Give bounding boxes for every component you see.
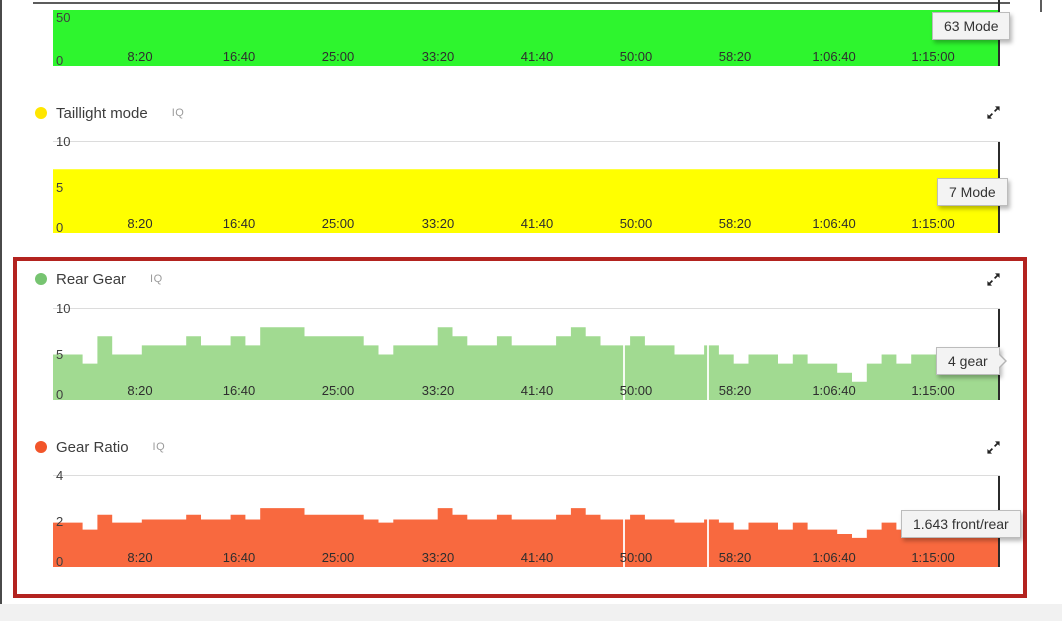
y-axis-tick-label: 0 [56, 554, 64, 569]
y-axis-tick-label: 50 [56, 10, 71, 25]
x-axis-tick-label: 41:40 [520, 216, 554, 231]
x-axis-tick-label: 1:15:00 [911, 383, 955, 398]
plot-area[interactable]: 4 2 0 8:20 16:40 25:00 33:20 41:40 50:00 58:20 1:0… [53, 469, 1000, 569]
chart-title: Rear Gear [56, 270, 127, 288]
x-axis-tick-label: 41:40 [520, 383, 554, 398]
value-tooltip: 7 Mode [937, 178, 1008, 206]
chart-legend: Taillight mode IQ [35, 104, 184, 122]
x-axis-tick-label: 25:00 [321, 383, 355, 398]
tooltip-text: 1.643 front/rear [913, 516, 1009, 532]
x-axis-tick-label: 58:20 [718, 550, 752, 565]
x-axis-tick-label: 8:20 [127, 49, 153, 64]
series-color-dot [35, 273, 47, 285]
value-tooltip: 4 gear [936, 347, 1007, 375]
recording-gap-line [707, 476, 709, 567]
chart-title: Gear Ratio [56, 438, 129, 456]
value-tooltip: 63 Mode [932, 12, 1011, 40]
area-series [53, 508, 1000, 567]
x-axis-tick-label: 1:15:00 [911, 550, 955, 565]
tooltip-text: 63 Mode [944, 18, 999, 34]
x-axis-tick-label: 8:20 [127, 550, 153, 565]
x-axis-tick-label: 25:00 [321, 550, 355, 565]
x-axis-tick-label: 1:06:40 [812, 550, 856, 565]
y-axis-tick-label: 0 [56, 53, 64, 68]
value-tooltip: 1.643 front/rear [901, 510, 1021, 538]
chart-title: Taillight mode [56, 104, 148, 122]
x-axis-tick-label: 8:20 [127, 383, 153, 398]
y-axis-tick-label: 5 [56, 180, 64, 195]
x-axis-tick-label: 1:06:40 [812, 49, 856, 64]
plot-area[interactable]: 50 0 8:20 16:40 25:00 33:20 41:40 50:00 58:20 1:0… [53, 0, 1000, 68]
x-axis-tick-label: 33:20 [421, 49, 455, 64]
x-axis-tick-label: 16:40 [222, 383, 256, 398]
x-axis-tick-label: 16:40 [222, 49, 256, 64]
chart-legend: Rear Gear IQ [35, 270, 163, 288]
x-axis-tick-label: 58:20 [718, 49, 752, 64]
connect-iq-badge: IQ [171, 107, 185, 119]
x-axis-tick-label: 41:40 [520, 49, 554, 64]
tooltip-text: 4 gear [948, 353, 988, 369]
y-axis-tick-label: 10 [56, 134, 71, 149]
x-axis-tick-label: 50:00 [619, 216, 653, 231]
x-axis-tick-label: 50:00 [619, 49, 653, 64]
top-divider-line [33, 2, 1010, 4]
y-axis-tick-label: 5 [56, 347, 64, 362]
x-axis-tick-label: 41:40 [520, 550, 554, 565]
connect-iq-badge: IQ [152, 441, 166, 453]
y-axis-tick-label: 0 [56, 387, 64, 402]
x-axis-tick-label: 33:20 [421, 550, 455, 565]
plot-area[interactable]: 10 5 0 8:20 16:40 25:00 33:20 41:40 50:00 58:20 1:… [53, 135, 1000, 235]
x-axis-tick-label: 50:00 [619, 550, 653, 565]
page-left-border [0, 0, 2, 621]
x-axis-tick-label: 1:15:00 [911, 49, 955, 64]
y-axis-tick-label: 4 [56, 468, 64, 483]
area-series [53, 10, 1000, 66]
x-axis-tick-label: 58:20 [718, 383, 752, 398]
series-color-dot [35, 441, 47, 453]
x-axis-tick-label: 1:06:40 [812, 216, 856, 231]
recording-gap-line [623, 309, 625, 400]
x-axis-tick-label: 33:20 [421, 383, 455, 398]
x-axis-tick-label: 25:00 [321, 216, 355, 231]
tooltip-text: 7 Mode [949, 184, 996, 200]
x-axis-tick-label: 25:00 [321, 49, 355, 64]
expand-chart-icon[interactable] [986, 440, 1001, 455]
x-axis-tick-label: 1:15:00 [911, 216, 955, 231]
series-color-dot [35, 107, 47, 119]
recording-gap-line [707, 309, 709, 400]
expand-chart-icon[interactable] [986, 272, 1001, 287]
expand-chart-icon[interactable] [986, 105, 1001, 120]
x-axis-tick-label: 50:00 [619, 383, 653, 398]
x-axis-tick-label: 58:20 [718, 216, 752, 231]
recording-gap-line [623, 476, 625, 567]
y-axis-tick-label: 2 [56, 514, 64, 529]
top-right-tick [1040, 0, 1042, 12]
area-series [53, 169, 1000, 233]
area-series [53, 327, 1000, 400]
connect-iq-badge: IQ [150, 273, 163, 285]
x-axis-tick-label: 16:40 [222, 550, 256, 565]
x-axis-tick-label: 8:20 [127, 216, 153, 231]
plot-area[interactable]: 10 5 0 8:20 16:40 25:00 33:20 41:40 50:00 58:20 1:… [53, 302, 1000, 402]
chart-legend: Gear Ratio IQ [35, 438, 165, 456]
x-axis-tick-label: 33:20 [421, 216, 455, 231]
x-axis-tick-label: 16:40 [222, 216, 256, 231]
y-axis-tick-label: 0 [56, 220, 64, 235]
x-axis-tick-label: 1:06:40 [812, 383, 856, 398]
bottom-background-strip [0, 604, 1062, 621]
y-axis-tick-label: 10 [56, 301, 71, 316]
